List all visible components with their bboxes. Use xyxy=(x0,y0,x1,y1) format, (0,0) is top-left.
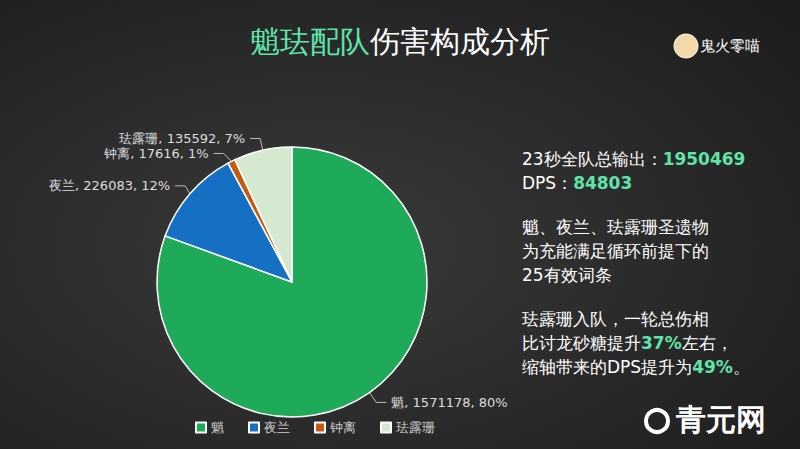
svg-text:37%: 37% xyxy=(641,333,682,353)
svg-text:DPS：: DPS： xyxy=(522,173,573,193)
svg-text:伤害构成分析: 伤害构成分析 xyxy=(370,24,550,59)
svg-text:珐露珊, 135592, 7%: 珐露珊, 135592, 7% xyxy=(119,131,245,146)
svg-text:比讨龙砂糖提升: 比讨龙砂糖提升 xyxy=(522,333,641,353)
svg-text:84803: 84803 xyxy=(573,173,632,193)
svg-text:1950469: 1950469 xyxy=(663,149,746,169)
svg-text:25有效词条: 25有效词条 xyxy=(522,265,612,285)
svg-text:青元网: 青元网 xyxy=(675,402,766,437)
svg-text:钟离: 钟离 xyxy=(329,420,356,435)
svg-text:23秒全队总输出：: 23秒全队总输出： xyxy=(522,149,663,169)
svg-text:缩轴带来的DPS提升为: 缩轴带来的DPS提升为 xyxy=(522,357,692,377)
svg-text:魈, 1571178, 80%: 魈, 1571178, 80% xyxy=(391,395,507,410)
svg-text:为充能满足循环前提下的: 为充能满足循环前提下的 xyxy=(522,241,709,261)
svg-text:鬼火零喵: 鬼火零喵 xyxy=(700,37,760,55)
svg-text:夜兰, 226083, 12%: 夜兰, 226083, 12% xyxy=(49,178,170,193)
svg-text:左右，: 左右， xyxy=(682,333,733,353)
svg-text:。: 。 xyxy=(733,357,750,377)
svg-text:魈、夜兰、珐露珊圣遗物: 魈、夜兰、珐露珊圣遗物 xyxy=(522,217,709,237)
svg-text:魈珐配队: 魈珐配队 xyxy=(250,24,370,59)
svg-text:49%: 49% xyxy=(692,357,733,377)
svg-text:魈: 魈 xyxy=(211,420,224,435)
svg-text:夜兰: 夜兰 xyxy=(264,420,290,435)
svg-text:珐露珊入队，一轮总伤相: 珐露珊入队，一轮总伤相 xyxy=(522,309,709,329)
svg-text:珐露珊: 珐露珊 xyxy=(396,420,435,435)
svg-text:钟离, 17616, 1%: 钟离, 17616, 1% xyxy=(103,146,209,161)
